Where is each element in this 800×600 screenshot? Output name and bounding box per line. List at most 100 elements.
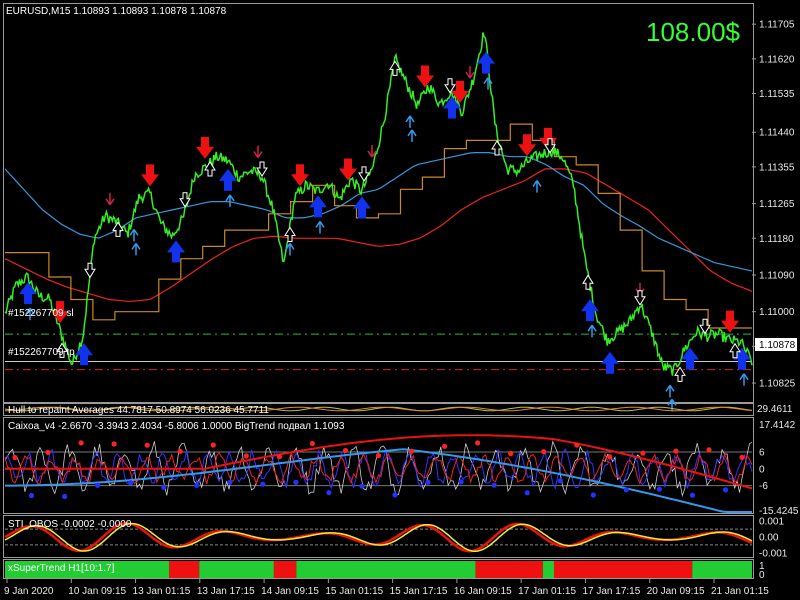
sell-arrow (196, 136, 214, 159)
x-tick-label: 15 Jan 01:15 (325, 586, 383, 597)
y-tick-label: 1.11355 (759, 162, 795, 173)
white-arrow-marker (699, 318, 711, 335)
osc-dot-red (177, 448, 183, 454)
sell-arrow (451, 80, 469, 103)
sell-arrow-thin (367, 144, 377, 158)
osc-dot-blue (128, 480, 134, 486)
indicator1-pane-frame (3, 403, 754, 416)
osc-dot-red (309, 440, 315, 447)
osc-dot-red (342, 447, 349, 454)
bigtrend-red (5, 434, 753, 490)
supertrend-segment (554, 561, 693, 578)
buy-arrow-thin (315, 220, 325, 234)
white-arrow-marker (582, 274, 594, 290)
x-tick-label: 15 Jan 17:15 (390, 586, 448, 597)
buy-arrow (219, 168, 237, 191)
indicator2-label: Caixoa_v4 -2.6670 -3.3943 2.4034 -5.8006… (8, 421, 345, 432)
osc-dot-blue (28, 492, 35, 499)
osc-dot-red (475, 440, 481, 446)
indicator2-pane-frame (3, 417, 754, 514)
buy-arrow-thin (483, 77, 493, 90)
osc-tick-label: -15.4245 (759, 506, 799, 517)
osc-dot-blue (194, 482, 200, 488)
buy-arrow-thin (131, 242, 141, 256)
y-tick-label: 1.11000 (759, 307, 795, 318)
osc-dot-red (640, 450, 646, 456)
profit-label: 108.00$ (646, 17, 741, 47)
white-arrow-marker (112, 221, 124, 237)
y-tick-label: 1.11535 (759, 89, 795, 100)
buy-arrow (601, 351, 619, 374)
indicator4-label: xSuperTrend H1[10:1.7] (8, 563, 115, 574)
sell-arrow (518, 134, 536, 157)
osc-tick-label: 17.4142 (759, 420, 796, 431)
buy-arrow-thin (667, 398, 677, 412)
buy-arrow-thin (665, 384, 675, 398)
white-arrow-marker (179, 192, 191, 208)
sell-arrow-thin (253, 145, 263, 158)
supertrend-tick-label: 0 (759, 570, 765, 581)
osc-dot-blue (260, 481, 266, 487)
osc-dot-blue (161, 484, 167, 490)
osc-dot-blue (95, 482, 101, 488)
indicator1-label: Hull to repaint Averages 44.7817 50.8974… (8, 405, 269, 416)
sell-arrow (291, 164, 309, 187)
buy-arrow (167, 240, 185, 263)
hull-line (4, 406, 753, 412)
osc-dot-blue (491, 482, 497, 488)
osc-dot-blue (359, 483, 365, 489)
supertrend-segment (273, 561, 297, 578)
step-line (5, 123, 752, 329)
osc-dot-red (45, 449, 51, 455)
y-tick-label: 1.11265 (759, 199, 795, 210)
white-arrow-marker (634, 290, 646, 306)
buy-arrow (733, 347, 751, 370)
buy-arrow (681, 347, 699, 370)
y-tick-label: 1.11705 (759, 20, 795, 31)
osc-dot-red (574, 442, 580, 448)
buy-arrow-thin (25, 307, 35, 321)
white-arrow-marker (84, 262, 96, 279)
supertrend-tick-label: 1 (759, 561, 765, 572)
slow-ma-line (4, 168, 753, 302)
osc-tick-label: 0 (759, 464, 765, 475)
white-arrow-marker (256, 161, 268, 177)
buy-arrow (19, 282, 37, 305)
x-tick-label: 21 Jan 01:15 (711, 586, 769, 597)
osc-dot-blue (623, 487, 629, 493)
osc-dot-blue (425, 479, 431, 485)
sell-arrow-thin (105, 192, 115, 206)
buy-arrow (581, 299, 599, 322)
mid-ma-line (4, 152, 753, 272)
buy-arrow-thin (405, 115, 415, 128)
osc-dot-red (375, 452, 382, 459)
white-arrow-marker (674, 366, 686, 382)
supertrend-segment (5, 561, 170, 578)
osc-dot-red (408, 448, 415, 454)
osc-dot-blue (557, 478, 563, 484)
osc-dot-blue (656, 486, 663, 492)
price-line (4, 32, 753, 376)
main-pane-frame (3, 3, 754, 403)
sell-arrow (51, 301, 69, 324)
osc-dot-red (111, 441, 117, 447)
osc-dot-red (78, 440, 84, 446)
osc-dot-blue (524, 490, 530, 496)
indicator1-value: 29.4611 (757, 404, 793, 415)
sell-arrow (721, 310, 739, 333)
osc-dot-red (508, 450, 514, 457)
osc-dot-red (210, 442, 216, 448)
white-arrow-marker (491, 140, 503, 156)
supertrend-segment (542, 561, 554, 578)
supertrend-segment (169, 561, 200, 578)
indicator3-pane-frame (3, 515, 754, 558)
sell-arrow (416, 65, 434, 88)
buy-arrow-thin (407, 129, 417, 142)
white-arrow-marker (284, 226, 296, 242)
osc-dot-blue (590, 492, 596, 498)
osc-dot-blue (722, 487, 729, 493)
buy-arrow-thin (285, 243, 295, 256)
osc-dot-red (673, 448, 679, 454)
white-arrow-marker (389, 60, 401, 76)
